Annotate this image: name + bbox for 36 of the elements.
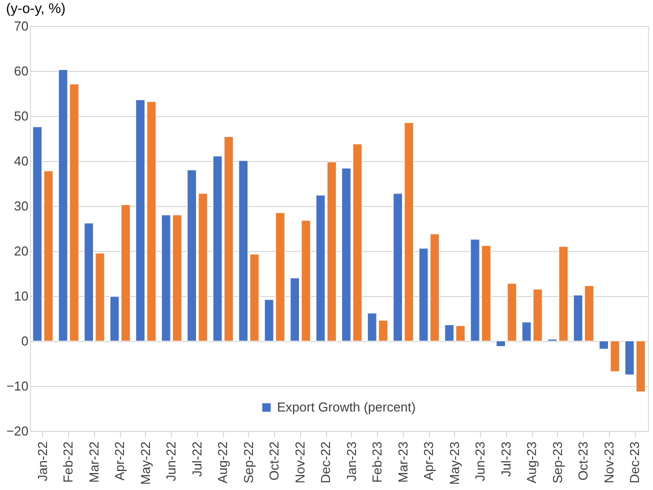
y-tick-label: 10	[14, 288, 28, 304]
x-tick-label: Aug-23	[524, 442, 540, 484]
x-tick-label: Dec-23	[627, 442, 642, 484]
x-tick-label: Sep-23	[550, 442, 565, 484]
x-tick-label: Apr-22	[112, 442, 128, 481]
y-tick-label: 30	[14, 198, 28, 214]
x-tick-label: Feb-23	[370, 442, 385, 483]
x-tick-label: Oct-22	[266, 442, 282, 481]
x-tick-label: Jan-23	[344, 442, 359, 482]
chart-title: (y-o-y, %)	[6, 0, 66, 16]
y-tick-label: 40	[14, 154, 28, 168]
y-tick-label: 50	[14, 108, 28, 124]
x-tick-label: Jun-22	[164, 442, 179, 482]
x-tick-label: Jan-22	[34, 442, 50, 482]
y-tick-label: 0	[21, 334, 28, 348]
x-tick-label: Sep-22	[240, 442, 256, 484]
y-tick-label: 20	[14, 244, 28, 258]
x-tick-label: Jul-23	[498, 442, 514, 477]
legend-label: Export Growth (percent)	[277, 400, 416, 414]
x-tick-label: May-22	[138, 442, 153, 485]
x-tick-label: Jul-22	[189, 442, 204, 477]
y-tick-label: −20	[6, 424, 28, 438]
x-tick-label: Dec-22	[318, 442, 334, 484]
x-tick-label: Aug-22	[215, 442, 230, 484]
x-tick-label: Apr-23	[421, 442, 436, 481]
x-tick-label: Nov-22	[292, 442, 308, 484]
x-tick-label: Feb-22	[60, 442, 76, 483]
x-tick-label: Nov-23	[601, 442, 616, 484]
y-tick-label: 70	[14, 18, 28, 34]
y-tick-label: 60	[14, 64, 28, 78]
x-tick-label: Jun-23	[472, 442, 488, 482]
y-tick-label: −10	[6, 378, 28, 394]
x-tick-label: May-23	[446, 442, 462, 485]
x-tick-label: Oct-23	[576, 442, 591, 481]
x-tick-label: Mar-23	[395, 442, 410, 483]
x-tick-label: Mar-22	[86, 442, 102, 483]
